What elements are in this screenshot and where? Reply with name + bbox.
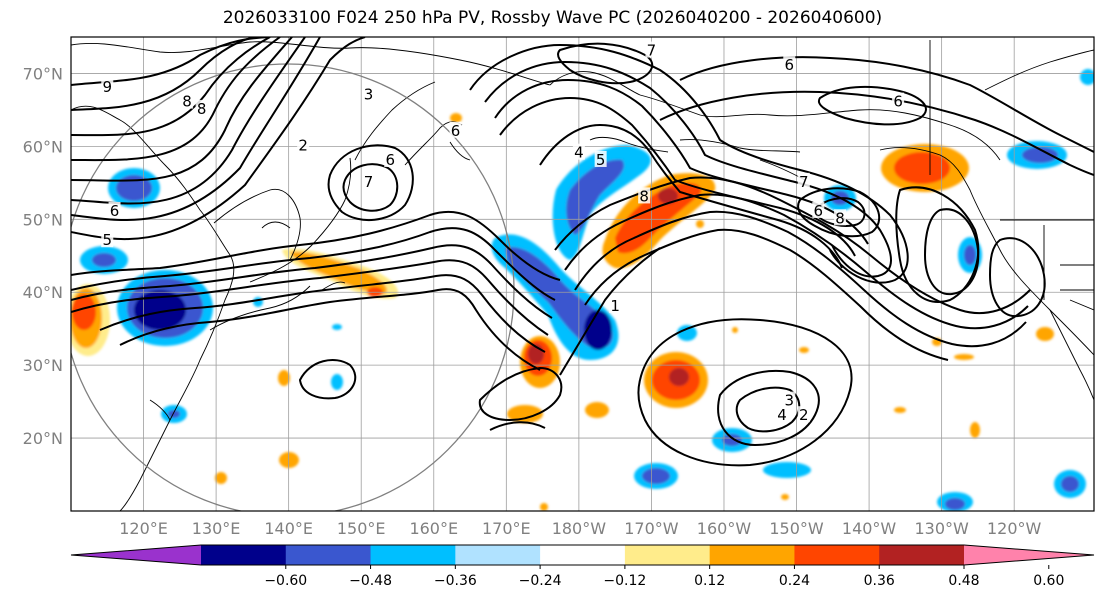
- pv-contours: [71, 37, 1094, 467]
- contour-label-bg: [181, 92, 194, 109]
- colorbar-segment: [455, 545, 541, 565]
- lat-label: 20°N: [23, 429, 63, 448]
- lon-label: 160°E: [409, 519, 458, 538]
- contour-label: 1: [610, 297, 620, 315]
- colorbar-segment: [624, 545, 711, 565]
- contour-label: 2: [799, 406, 809, 424]
- colorbar-segment: [879, 545, 965, 565]
- lon-label: 120°E: [119, 519, 168, 538]
- contour-label-bg: [797, 172, 810, 189]
- contour-label: 8: [182, 93, 192, 111]
- contour-label-bg: [594, 150, 607, 167]
- lon-label: 120°W: [987, 519, 1042, 538]
- map-frame: [70, 36, 1095, 512]
- colorbar-segment: [540, 545, 626, 565]
- colorbar-tick-label: 0.48: [948, 573, 979, 589]
- colorbar-extend-high: [964, 545, 1094, 565]
- colorbar-tick-label: −0.24: [519, 573, 562, 589]
- contour-label-bg: [645, 41, 658, 58]
- colorbar-tick-label: −0.12: [603, 573, 646, 589]
- contour-label-bg: [108, 202, 121, 219]
- colorbar-tick-label: −0.48: [349, 573, 392, 589]
- lon-label: 130°E: [192, 519, 241, 538]
- range-circle: [71, 63, 515, 511]
- lon-label: 140°E: [264, 519, 313, 538]
- lon-label: 150°E: [337, 519, 386, 538]
- lat-label: 70°N: [23, 64, 63, 83]
- colorbar-segment: [709, 545, 795, 565]
- colorbar-segment: [201, 545, 287, 565]
- map-area: [71, 37, 1094, 511]
- contour-label: 6: [385, 151, 395, 169]
- contour-label: 6: [785, 56, 795, 74]
- contour-label: 8: [835, 209, 845, 227]
- contour-label: 4: [574, 144, 584, 162]
- contour-label: 2: [298, 136, 308, 154]
- contour-label: 5: [596, 151, 606, 169]
- contour-label-bg: [449, 121, 462, 138]
- contour-label-bg: [362, 85, 375, 102]
- lat-label: 60°N: [23, 137, 63, 156]
- lon-label: 150°W: [769, 519, 824, 538]
- contour-label: 4: [777, 406, 787, 424]
- colorbar: −0.60 −0.48 −0.36 −0.24 −0.12 0.12 0.24 0.36 0.4…: [70, 544, 1095, 589]
- lon-label: 180°W: [552, 519, 607, 538]
- lat-label: 40°N: [23, 283, 63, 302]
- contour-label: 6: [893, 93, 903, 111]
- contour-label: 3: [364, 85, 374, 103]
- map-title: 2026033100 F024 250 hPa PV, Rossby Wave …: [222, 8, 883, 28]
- contour-label: 6: [110, 202, 120, 220]
- colorbar-segment: [285, 545, 372, 565]
- lat-label: 30°N: [23, 356, 63, 375]
- contour-label-bg: [101, 78, 114, 95]
- latitude-labels: 70°N 60°N 50°N 40°N 30°N 20°N: [23, 64, 63, 448]
- contour-label-bg: [834, 209, 847, 226]
- contour-label: 6: [814, 202, 824, 220]
- contour-label: 7: [364, 173, 374, 191]
- contour-label: 8: [639, 187, 649, 205]
- contour-label-bg: [384, 150, 397, 167]
- lon-label: 160°W: [697, 519, 752, 538]
- longitude-labels: 120°E 130°E 140°E 150°E 160°E 170°E 180°W 170°W…: [119, 519, 1041, 538]
- contour-label-bg: [783, 391, 796, 408]
- contour-label-bg: [783, 56, 796, 73]
- contour-label-bg: [195, 99, 208, 116]
- colorbar-tick-label: −0.36: [434, 573, 477, 589]
- contour-label: 9: [103, 78, 113, 96]
- contour-label-bg: [297, 136, 310, 153]
- contour-label-bg: [797, 406, 810, 423]
- colorbar-tick-label: −0.60: [264, 573, 307, 589]
- lat-label: 50°N: [23, 210, 63, 229]
- contour-label-bg: [638, 187, 651, 204]
- colorbar-tick-label: 0.12: [694, 573, 725, 589]
- colorbar-tick-label: 0.60: [1033, 573, 1064, 589]
- contour-label-bg: [101, 231, 114, 248]
- contour-label-bg: [892, 92, 905, 109]
- colorbar-extend-low: [71, 545, 201, 565]
- shaded-anomalies: [71, 69, 1094, 511]
- colorbar-segment: [794, 545, 880, 565]
- contour-label: 5: [103, 231, 113, 249]
- colorbar-outline: [70, 544, 1095, 566]
- contour-label: 8: [197, 100, 207, 118]
- lon-label: 140°W: [842, 519, 897, 538]
- colorbar-segment: [370, 545, 456, 565]
- contour-label: 7: [647, 42, 657, 60]
- contour-label: 6: [451, 122, 461, 140]
- lon-label: 170°W: [624, 519, 679, 538]
- colorbar-tick-label: 0.24: [779, 573, 810, 589]
- contour-label: 7: [799, 173, 809, 191]
- contour-label-bg: [812, 202, 825, 219]
- contour-label-bg: [609, 296, 622, 313]
- contour-label-bg: [572, 143, 585, 160]
- contour-label-bg: [776, 406, 789, 423]
- contour-label-bg: [362, 172, 375, 189]
- contour-label: 3: [785, 392, 795, 410]
- lon-label: 170°E: [482, 519, 531, 538]
- lon-label: 130°W: [914, 519, 969, 538]
- colorbar-tick-label: 0.36: [864, 573, 895, 589]
